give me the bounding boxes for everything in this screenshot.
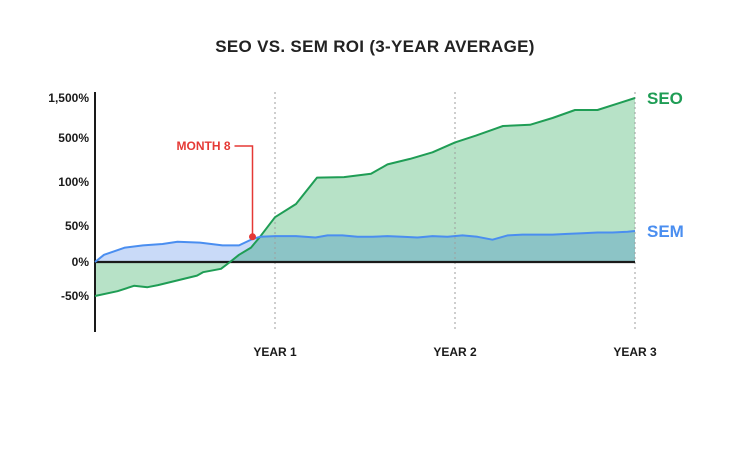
x-tick-label: YEAR 3 [613, 345, 657, 359]
y-tick-label: 50% [65, 219, 89, 233]
y-tick-label: 500% [58, 131, 89, 145]
seo-line [94, 97, 636, 297]
x-tick-label: YEAR 1 [253, 345, 297, 359]
sem-series-label: SEM [647, 222, 684, 241]
annotation-leader-line [234, 145, 254, 235]
series-lines [94, 97, 636, 297]
annotation-label: MONTH 8 [177, 139, 231, 153]
axes [94, 92, 635, 332]
gridlines [274, 92, 636, 332]
annotation-point [249, 233, 256, 241]
y-tick-label: 1,500% [48, 91, 89, 105]
series-labels: SEO SEM [647, 89, 684, 241]
x-tick-label: YEAR 2 [433, 345, 477, 359]
chart-title: SEO VS. SEM ROI (3-YEAR AVERAGE) [215, 37, 534, 56]
annotation-layer: MONTH 8 [177, 139, 256, 241]
tick-labels: -50% 0% 50% 100% 500% 1,500% YEAR 1 YEAR 2 YEAR … [48, 91, 657, 359]
area-layer [95, 98, 635, 296]
seo-area [95, 98, 635, 296]
sem-line [94, 230, 636, 263]
y-tick-label: 100% [58, 175, 89, 189]
overlap-area [95, 231, 635, 262]
y-tick-label: -50% [61, 289, 89, 303]
y-tick-label: 0% [72, 255, 90, 269]
seo-series-label: SEO [647, 89, 683, 108]
